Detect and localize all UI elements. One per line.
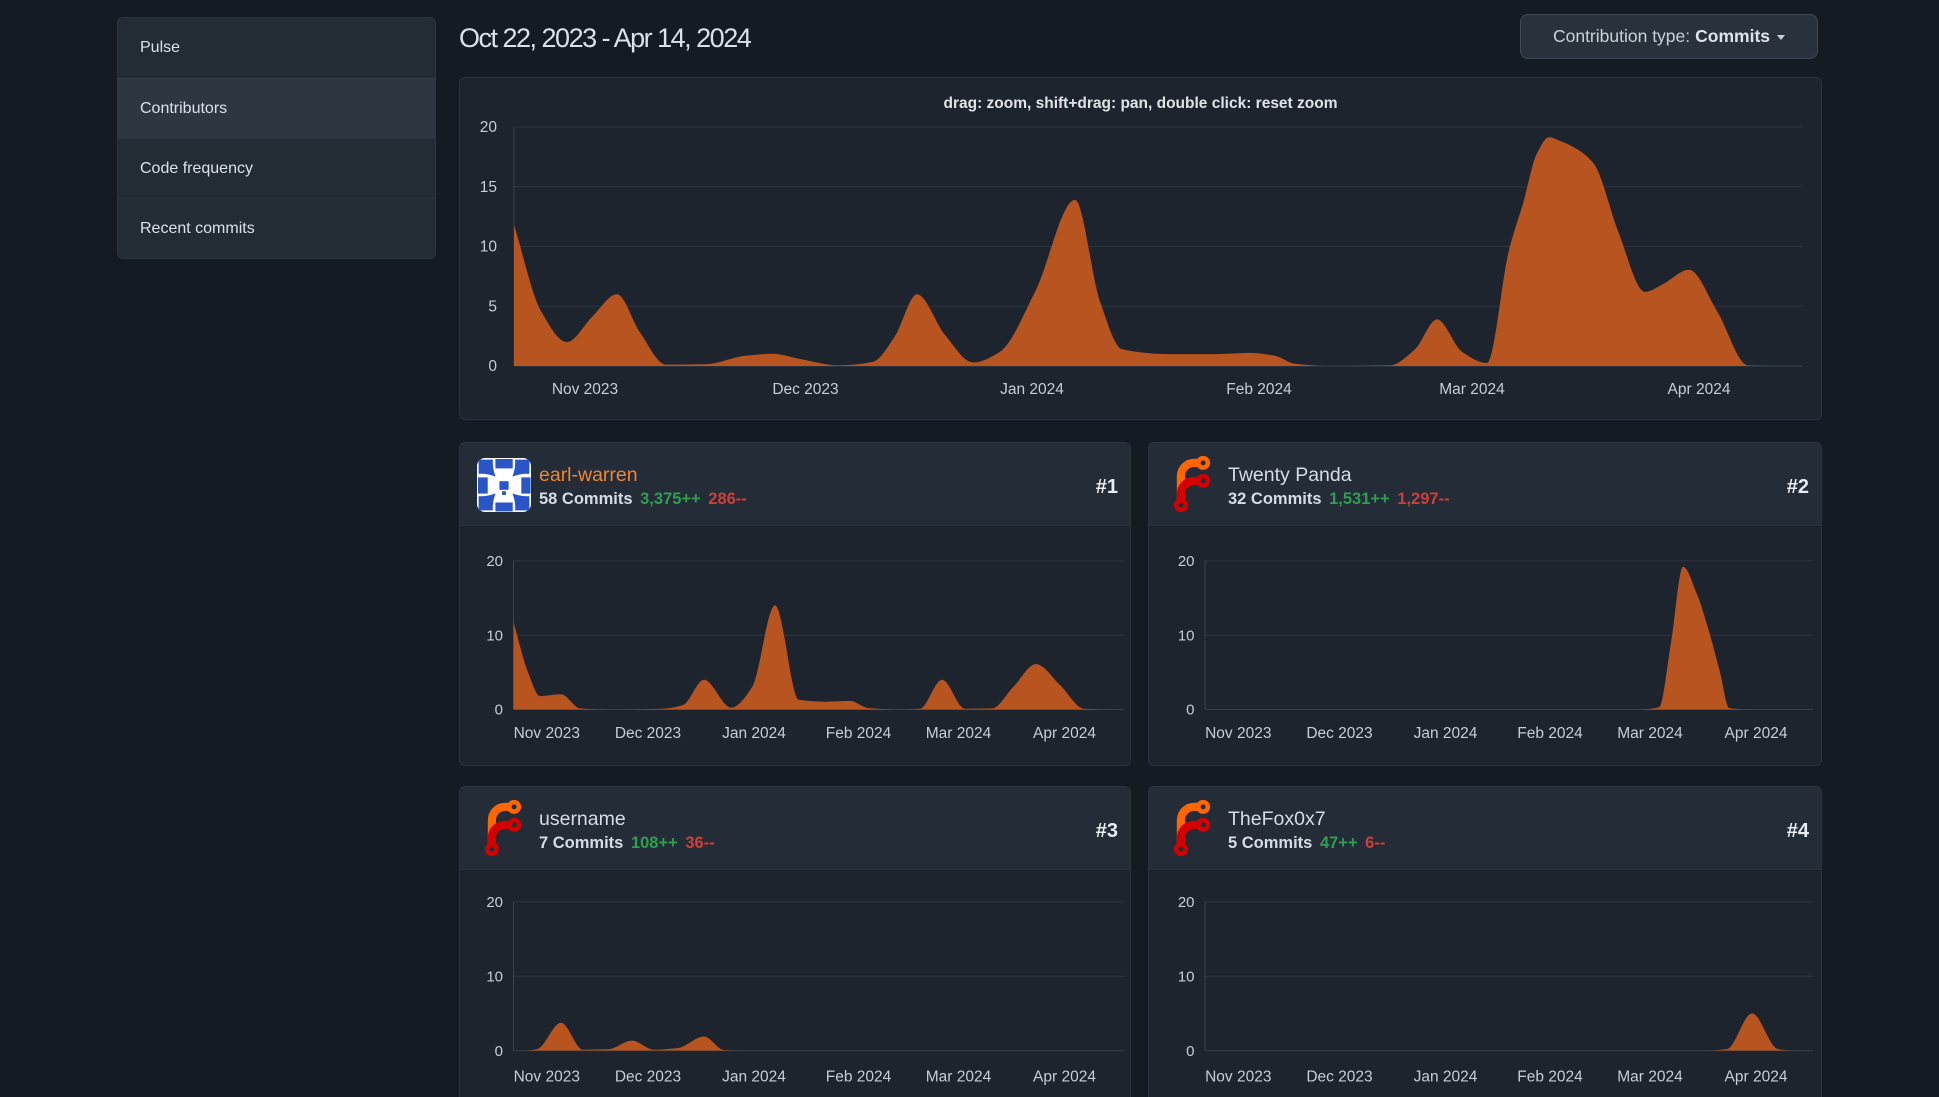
- svg-text:10: 10: [486, 968, 503, 985]
- svg-text:10: 10: [1178, 627, 1195, 644]
- svg-text:Dec 2023: Dec 2023: [615, 725, 681, 742]
- svg-text:Jan 2024: Jan 2024: [722, 1069, 786, 1086]
- svg-text:Jan 2024: Jan 2024: [1414, 725, 1478, 742]
- svg-text:Mar 2024: Mar 2024: [926, 1069, 992, 1086]
- svg-text:Jan 2024: Jan 2024: [1000, 381, 1064, 398]
- svg-text:20: 20: [1178, 553, 1195, 570]
- svg-text:Apr 2024: Apr 2024: [1033, 725, 1096, 742]
- svg-text:Apr 2024: Apr 2024: [1033, 1069, 1096, 1086]
- svg-text:Feb 2024: Feb 2024: [826, 725, 892, 742]
- svg-text:20: 20: [486, 894, 503, 911]
- svg-text:10: 10: [480, 239, 498, 256]
- svg-text:Mar 2024: Mar 2024: [1617, 725, 1683, 742]
- svg-text:10: 10: [486, 627, 503, 644]
- svg-text:Nov 2023: Nov 2023: [514, 725, 580, 742]
- svg-text:Nov 2023: Nov 2023: [1205, 1069, 1271, 1086]
- svg-text:20: 20: [1178, 894, 1195, 911]
- svg-text:0: 0: [495, 1043, 503, 1060]
- svg-text:Feb 2024: Feb 2024: [1517, 725, 1583, 742]
- svg-text:Feb 2024: Feb 2024: [826, 1069, 892, 1086]
- svg-text:Apr 2024: Apr 2024: [1725, 1069, 1788, 1086]
- svg-text:5: 5: [488, 298, 497, 315]
- svg-text:Feb 2024: Feb 2024: [1517, 1069, 1583, 1086]
- svg-text:Jan 2024: Jan 2024: [722, 725, 786, 742]
- svg-text:0: 0: [1186, 1043, 1194, 1060]
- svg-text:10: 10: [1178, 968, 1195, 985]
- svg-text:Nov 2023: Nov 2023: [514, 1069, 580, 1086]
- svg-text:Dec 2023: Dec 2023: [615, 1069, 681, 1086]
- svg-text:Dec 2023: Dec 2023: [772, 381, 838, 398]
- svg-text:Apr 2024: Apr 2024: [1668, 381, 1731, 398]
- svg-text:Mar 2024: Mar 2024: [926, 725, 992, 742]
- svg-text:0: 0: [488, 358, 497, 375]
- svg-text:Dec 2023: Dec 2023: [1306, 725, 1372, 742]
- svg-text:Mar 2024: Mar 2024: [1617, 1069, 1683, 1086]
- svg-text:15: 15: [480, 179, 497, 196]
- svg-text:20: 20: [480, 119, 498, 136]
- svg-text:Mar 2024: Mar 2024: [1439, 381, 1505, 398]
- svg-text:Nov 2023: Nov 2023: [1205, 725, 1271, 742]
- svg-text:20: 20: [486, 553, 503, 570]
- svg-text:0: 0: [1186, 702, 1194, 719]
- svg-text:Dec 2023: Dec 2023: [1306, 1069, 1372, 1086]
- svg-text:Jan 2024: Jan 2024: [1414, 1069, 1478, 1086]
- svg-text:Nov 2023: Nov 2023: [552, 381, 618, 398]
- svg-text:Apr 2024: Apr 2024: [1725, 725, 1788, 742]
- svg-text:Feb 2024: Feb 2024: [1226, 381, 1292, 398]
- svg-text:0: 0: [495, 702, 503, 719]
